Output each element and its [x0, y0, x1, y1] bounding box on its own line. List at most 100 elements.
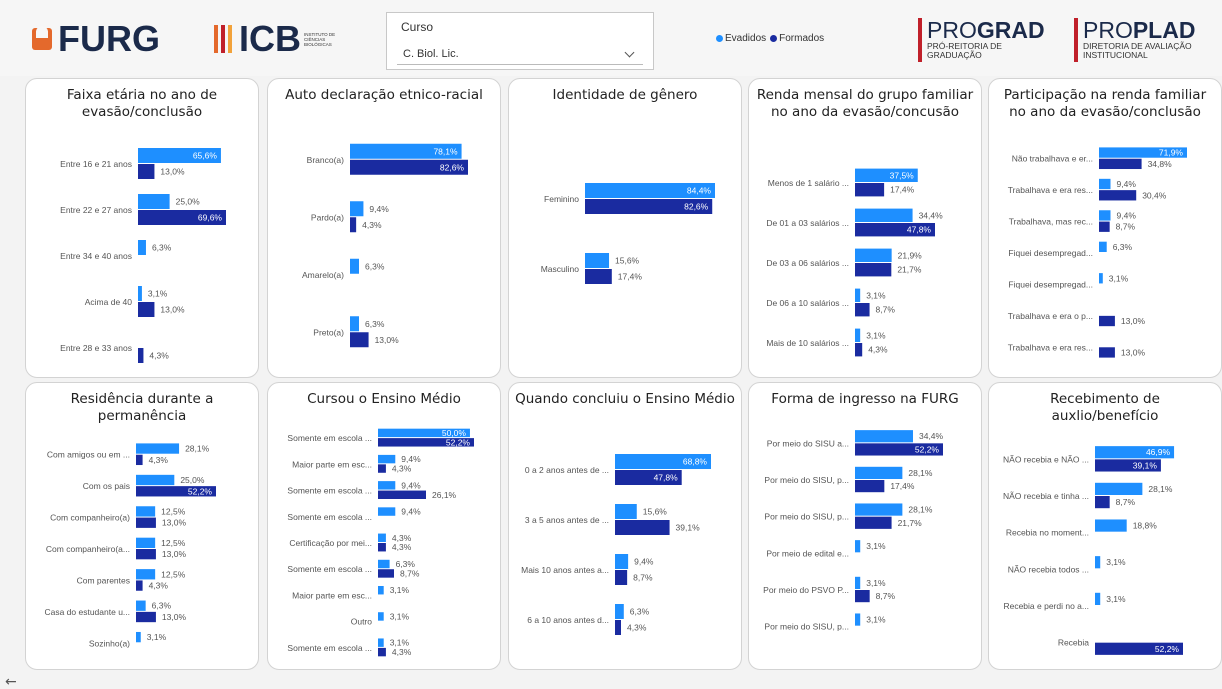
bar-evadidos[interactable] [855, 208, 913, 222]
back-arrow-icon[interactable]: ← [5, 674, 17, 689]
bar-evadidos[interactable] [136, 474, 175, 486]
bar-evadidos[interactable] [1095, 519, 1127, 532]
bar-evadidos[interactable] [378, 533, 386, 542]
bar-formados[interactable] [855, 480, 885, 493]
bar-evadidos[interactable] [1099, 241, 1107, 252]
bar-formados[interactable] [855, 443, 943, 456]
bar-formados[interactable] [136, 611, 156, 623]
chevron-down-icon[interactable] [624, 47, 635, 58]
bar-formados[interactable] [1099, 315, 1115, 327]
bar-formados[interactable] [136, 580, 143, 591]
bar-evadidos[interactable] [1099, 147, 1187, 158]
bar-evadidos[interactable] [378, 638, 384, 647]
bar-evadidos[interactable] [1099, 210, 1111, 221]
legend-item-formados[interactable]: Formados [770, 33, 824, 44]
bar-formados[interactable] [855, 343, 863, 357]
bar-formados[interactable] [138, 164, 155, 179]
bar-evadidos[interactable] [855, 613, 861, 626]
bar-evadidos[interactable] [138, 240, 146, 255]
bar-evadidos[interactable] [1099, 178, 1111, 190]
bar-formados[interactable] [138, 348, 144, 363]
bar-evadidos[interactable] [378, 454, 396, 464]
bar-evadidos[interactable] [855, 288, 861, 302]
bar-formados[interactable] [350, 217, 357, 233]
bar-evadidos[interactable] [350, 316, 359, 332]
bar-evadidos[interactable] [855, 576, 861, 589]
bar-formados[interactable] [585, 269, 612, 284]
bar-evadidos[interactable] [615, 604, 624, 619]
bar-formados[interactable] [350, 332, 369, 348]
bar-evadidos[interactable] [138, 286, 142, 301]
bar-formados[interactable] [350, 159, 468, 175]
bar-evadidos[interactable] [855, 540, 861, 553]
bar-evadidos[interactable] [136, 600, 146, 611]
bar-evadidos[interactable] [855, 248, 892, 262]
bar-evadidos[interactable] [615, 454, 711, 469]
bar-formados[interactable] [855, 590, 870, 603]
bar-evadidos[interactable] [378, 428, 470, 438]
bar-formados[interactable] [1095, 496, 1110, 509]
bar-formados[interactable] [138, 302, 155, 317]
bar-evadidos[interactable] [378, 481, 396, 490]
bar-evadidos[interactable] [350, 201, 364, 217]
bar-evadidos[interactable] [350, 143, 462, 159]
bar-formados[interactable] [615, 620, 621, 635]
bar-evadidos[interactable] [855, 503, 903, 516]
bar-formados[interactable] [855, 303, 870, 317]
bar-formados[interactable] [585, 199, 713, 214]
bar-evadidos[interactable] [855, 168, 918, 182]
bar-evadidos[interactable] [138, 194, 170, 209]
bar-formados[interactable] [1095, 459, 1161, 472]
bar-evadidos[interactable] [136, 443, 180, 454]
bar-evadidos[interactable] [1095, 446, 1175, 459]
bar-evadidos[interactable] [615, 504, 637, 519]
bar-formados[interactable] [855, 263, 892, 277]
curso-dropdown[interactable]: C. Biol. Lic. [397, 43, 643, 65]
bar-formados[interactable] [615, 570, 628, 585]
bar-evadidos[interactable] [138, 148, 221, 163]
bar-evadidos[interactable] [378, 507, 396, 516]
bar-formados[interactable] [136, 486, 216, 497]
bar-evadidos[interactable] [615, 554, 629, 569]
bar-evadidos[interactable] [378, 559, 390, 569]
bar-evadidos[interactable] [1095, 592, 1101, 605]
bar-evadidos[interactable] [136, 506, 156, 517]
bar-evadidos[interactable] [855, 430, 913, 443]
bar-formados[interactable] [378, 647, 386, 657]
bar-formados[interactable] [855, 183, 885, 197]
legend-item-evadidos[interactable]: Evadidos [716, 33, 766, 44]
bar-formados[interactable] [136, 517, 156, 528]
bar-evadidos[interactable] [136, 537, 156, 548]
bar-formados[interactable] [1099, 190, 1137, 201]
bar-formados[interactable] [378, 438, 474, 447]
bar-evadidos[interactable] [350, 258, 359, 274]
chart-residencia: Com amigos ou em ... 28,1% 4,3% Com os pais… [44, 443, 216, 648]
bar-evadidos[interactable] [855, 328, 861, 342]
bar-formados[interactable] [1099, 158, 1142, 170]
bar-formados[interactable] [138, 210, 226, 225]
bar-formados[interactable] [378, 464, 386, 473]
bar-evadidos[interactable] [1095, 556, 1101, 569]
bar-evadidos[interactable] [136, 569, 156, 580]
bar-formados[interactable] [1095, 642, 1183, 655]
bar-formados[interactable] [615, 520, 670, 535]
bar-evadidos[interactable] [855, 466, 903, 479]
bar-formados[interactable] [378, 490, 426, 499]
bar-formados[interactable] [615, 470, 682, 485]
bar-formados[interactable] [378, 543, 386, 552]
bar-formados[interactable] [855, 516, 892, 529]
curso-slicer[interactable]: Curso C. Biol. Lic. [386, 12, 654, 70]
bar-evadidos[interactable] [378, 612, 384, 621]
bar-formados[interactable] [1099, 347, 1115, 358]
bar-formados[interactable] [378, 569, 394, 578]
bar-evadidos[interactable] [136, 631, 141, 643]
bar-evadidos[interactable] [585, 183, 715, 198]
bar-evadidos[interactable] [1099, 273, 1103, 284]
bar-formados[interactable] [1099, 221, 1110, 232]
bar-evadidos[interactable] [1095, 482, 1143, 495]
bar-evadidos[interactable] [585, 253, 610, 268]
bar-formados[interactable] [855, 223, 935, 237]
bar-formados[interactable] [136, 454, 143, 466]
bar-formados[interactable] [136, 549, 156, 560]
bar-evadidos[interactable] [378, 586, 384, 595]
